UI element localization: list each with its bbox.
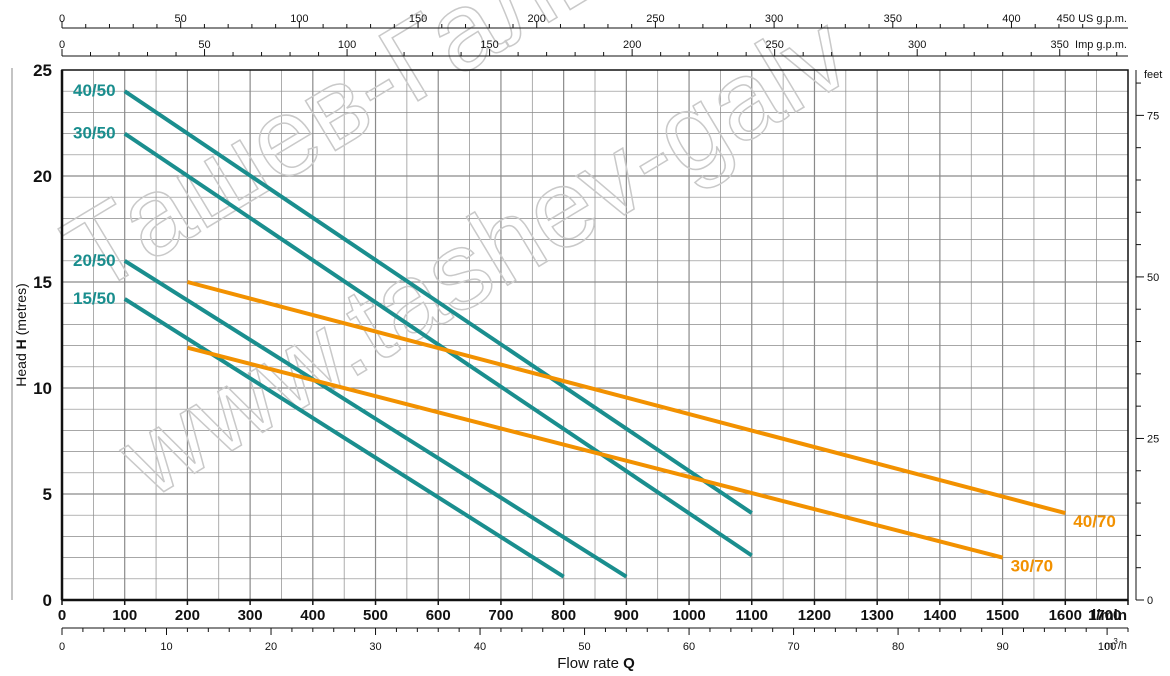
y-axis-title: Head H (metres) <box>13 283 29 386</box>
m3h-tick-label: 20 <box>265 641 277 653</box>
series-line-30-50 <box>123 131 753 558</box>
labels: 0 100 200 300 400 500 600 700 800 900 1000 1100 1200… <box>33 13 1162 653</box>
y-tick-label: 20 <box>33 167 52 186</box>
series-line-40-70 <box>186 280 1066 516</box>
m3h-tick-label: 10 <box>160 641 172 653</box>
m3h-tick-label: 90 <box>996 641 1008 653</box>
us-gpm-unit-label: 450 US g.p.m. <box>1057 13 1127 25</box>
feet-tick-label: 75 <box>1147 110 1159 122</box>
x-tick-label: 500 <box>363 607 388 624</box>
x-tick-label: 1300 <box>860 607 893 624</box>
us-gpm-tick-label: 250 <box>646 13 664 25</box>
y-tick-label: 15 <box>33 273 52 292</box>
feet-unit-label: feet <box>1144 69 1162 81</box>
feet-tick-label: 50 <box>1147 272 1159 284</box>
imp-gpm-tick-label: 0 <box>59 39 65 51</box>
m3h-tick-label: 100 <box>1098 641 1116 653</box>
series-label-30-50: 30/50 <box>73 124 116 143</box>
m3h-tick-label: 80 <box>892 641 904 653</box>
series-label-15-50: 15/50 <box>73 289 116 308</box>
m3h-tick-label: 50 <box>578 641 590 653</box>
m3h-unit-sup: 3 <box>1113 637 1118 646</box>
series-line-20-50 <box>123 259 628 579</box>
x-tick-label: 1100 <box>735 607 768 624</box>
series-label-40-70: 40/70 <box>1073 512 1116 531</box>
series-line-40-50 <box>123 89 753 515</box>
imp-gpm-tick-label: 250 <box>765 39 783 51</box>
us-gpm-tick-label: 0 <box>59 13 65 25</box>
y-axis-title-suffix: (metres) <box>13 283 29 339</box>
x-tick-label: 0 <box>58 607 66 624</box>
x-tick-label: 600 <box>426 607 451 624</box>
feet-tick-label: 25 <box>1147 433 1159 445</box>
us-gpm-tick-label: 300 <box>765 13 783 25</box>
m3h-tick-label: 70 <box>787 641 799 653</box>
y-tick-label: 0 <box>43 591 52 610</box>
x-tick-label: 1500 <box>986 607 1019 624</box>
y-tick-label: 5 <box>43 485 52 504</box>
us-gpm-tick-label: 350 <box>884 13 902 25</box>
imp-gpm-tick-label: 350 <box>1051 39 1069 51</box>
imp-gpm-unit-label: Imp g.p.m. <box>1075 39 1127 51</box>
m3h-unit-base: m <box>1104 640 1113 652</box>
x-tick-label: 800 <box>551 607 576 624</box>
x-tick-label: 1200 <box>798 607 831 624</box>
us-gpm-tick-label: 400 <box>1002 13 1020 25</box>
x-tick-label: 1000 <box>672 607 705 624</box>
y-axis-title-prefix: Head <box>13 349 29 386</box>
x-tick-label: 1400 <box>923 607 956 624</box>
series-line-15-50 <box>123 297 565 579</box>
series-label-20-50: 20/50 <box>73 251 116 270</box>
x-axis-title-bold: Q <box>623 655 635 672</box>
imp-gpm-tick-label: 300 <box>908 39 926 51</box>
imp-gpm-tick-label: 150 <box>480 39 498 51</box>
x-axis-title: Flow rate Q <box>557 655 635 672</box>
m3h-unit-rest: /h <box>1118 640 1127 652</box>
series <box>123 89 1066 579</box>
axis-titles: Head H (metres) Flow rate Q m3/h <box>13 283 1127 672</box>
x-tick-label: 700 <box>488 607 513 624</box>
x-tick-label: 100 <box>112 607 137 624</box>
m3h-tick-label: 30 <box>369 641 381 653</box>
series-line-30-70 <box>186 345 1004 560</box>
us-gpm-tick-label: 50 <box>175 13 187 25</box>
imp-gpm-tick-label: 100 <box>338 39 356 51</box>
y-tick-label: 10 <box>33 379 52 398</box>
x-tick-label: 900 <box>614 607 639 624</box>
y-axis-title-bold: H <box>13 339 29 349</box>
series-label-30-70: 30/70 <box>1011 557 1054 576</box>
grid <box>62 70 1128 600</box>
us-gpm-tick-label: 150 <box>409 13 427 25</box>
us-gpm-tick-label: 200 <box>528 13 546 25</box>
x-tick-label: 200 <box>175 607 200 624</box>
us-gpm-tick-label: 100 <box>290 13 308 25</box>
feet-tick-label: 0 <box>1147 595 1153 607</box>
x-tick-label: 1600 <box>1049 607 1082 624</box>
m3h-unit-label: m3/h <box>1104 637 1127 652</box>
x-tick-label: 400 <box>300 607 325 624</box>
m3h-tick-label: 0 <box>59 641 65 653</box>
m3h-tick-label: 60 <box>683 641 695 653</box>
x-tick-label: 300 <box>238 607 263 624</box>
x-tick-label: 1700 <box>1088 607 1121 624</box>
imp-gpm-tick-label: 50 <box>198 39 210 51</box>
x-axis-title-prefix: Flow rate <box>557 655 623 672</box>
imp-gpm-tick-label: 200 <box>623 39 641 51</box>
y-tick-label: 25 <box>33 61 52 80</box>
x-unit-label: l/min <box>1092 607 1127 624</box>
m3h-tick-label: 40 <box>474 641 486 653</box>
axes <box>11 21 1144 635</box>
series-label-40-50: 40/50 <box>73 81 116 100</box>
